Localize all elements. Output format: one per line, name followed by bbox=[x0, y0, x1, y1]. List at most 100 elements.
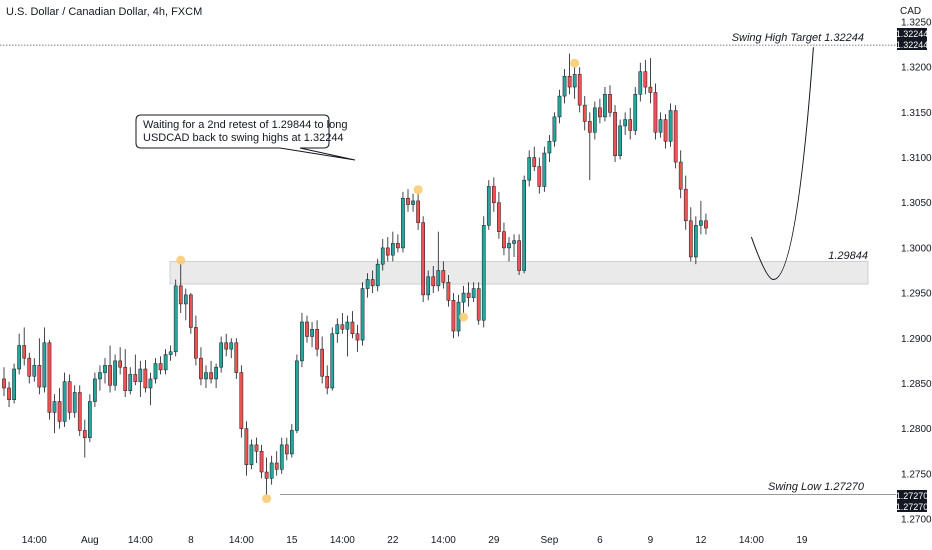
x-axis: 14:00 Aug 14:00 8 14:00 15 14:00 22 14:00 29 Sep 6 9… bbox=[22, 535, 808, 546]
candle-body bbox=[315, 328, 319, 350]
candle-body bbox=[421, 222, 425, 296]
candle-body bbox=[658, 119, 663, 133]
candle-body bbox=[406, 197, 410, 205]
candle-body bbox=[562, 75, 567, 97]
swing-marker bbox=[176, 255, 186, 265]
candle-body bbox=[133, 374, 138, 382]
candle-body bbox=[699, 220, 703, 226]
markers-group bbox=[176, 58, 580, 504]
candle-body bbox=[269, 462, 274, 479]
price-tag-high-1-bg bbox=[897, 28, 927, 39]
zone-label: 1.29844 bbox=[828, 250, 868, 262]
x-tick-label: 14:00 bbox=[22, 535, 47, 546]
x-tick-label: 22 bbox=[387, 535, 399, 546]
candle-body bbox=[623, 119, 627, 127]
candle-body bbox=[426, 276, 431, 296]
x-tick-label: 15 bbox=[286, 535, 298, 546]
candle-body bbox=[108, 365, 112, 386]
candle-body bbox=[613, 112, 617, 156]
candle-body bbox=[476, 288, 481, 321]
x-tick-label: 14:00 bbox=[330, 535, 355, 546]
y-tick-label: 1.32500 bbox=[901, 18, 932, 29]
candle-body bbox=[350, 321, 355, 335]
candle-body bbox=[391, 243, 395, 256]
x-tick-label: 6 bbox=[597, 535, 603, 546]
candle-body bbox=[234, 342, 239, 373]
candle-body bbox=[189, 294, 193, 328]
candle-body bbox=[593, 107, 597, 133]
swing-marker bbox=[262, 494, 272, 504]
candle-body bbox=[411, 200, 415, 205]
candle-body bbox=[608, 94, 612, 113]
candle-body bbox=[340, 324, 345, 330]
candle-body bbox=[375, 263, 380, 287]
candle-body bbox=[123, 366, 128, 391]
chart-title: U.S. Dollar / Canadian Dollar, 4h, FXCM bbox=[6, 6, 202, 18]
price-tag-high-2: 1.32244 bbox=[896, 40, 929, 50]
swing-high-label: Swing High Target 1.32244 bbox=[732, 32, 864, 44]
price-tag-high-2-bg bbox=[897, 39, 927, 50]
candle-body bbox=[628, 119, 633, 131]
candle-body bbox=[98, 372, 102, 380]
candle-body bbox=[517, 240, 521, 271]
swing-low-label: Swing Low 1.27270 bbox=[768, 481, 865, 493]
y-tick-label: 1.30000 bbox=[901, 243, 932, 254]
candle-body bbox=[128, 374, 133, 391]
price-tag-low-1: 1.27270 bbox=[896, 491, 929, 501]
candle-body bbox=[279, 444, 284, 470]
candle-body bbox=[451, 300, 456, 332]
candle-body bbox=[355, 333, 360, 341]
callout-line-1: Waiting for a 2nd retest of 1.29844 to l… bbox=[143, 119, 347, 131]
candle-body bbox=[305, 321, 309, 337]
candle-body bbox=[537, 166, 542, 187]
candle-body bbox=[57, 401, 62, 422]
price-tag-low-1-bg bbox=[897, 490, 927, 501]
candle-body bbox=[2, 378, 6, 389]
candle-body bbox=[229, 342, 234, 350]
candle-body bbox=[82, 430, 87, 438]
candle-body bbox=[118, 360, 123, 368]
candle-body bbox=[214, 366, 218, 380]
candle-body bbox=[542, 152, 547, 187]
candles-group bbox=[2, 53, 708, 495]
candle-body bbox=[163, 354, 168, 371]
candle-body bbox=[42, 342, 47, 388]
currency-label: CAD bbox=[900, 6, 921, 17]
y-tick-label: 1.29500 bbox=[901, 289, 932, 300]
callout-bubble bbox=[135, 114, 356, 161]
candle-body bbox=[264, 471, 269, 479]
candle-body bbox=[310, 328, 314, 337]
x-tick-label: 12 bbox=[695, 535, 707, 546]
x-tick-label: 9 bbox=[648, 535, 654, 546]
y-axis: 1.32500 1.32000 1.31500 1.31000 1.30500 1.300… bbox=[901, 18, 932, 526]
candle-body bbox=[72, 392, 77, 413]
candle-body bbox=[360, 288, 365, 341]
candle-body bbox=[204, 372, 208, 380]
candle-body bbox=[683, 188, 688, 222]
candle-body bbox=[431, 276, 436, 287]
candle-body bbox=[638, 71, 643, 95]
candle-body bbox=[385, 247, 390, 256]
candle-body bbox=[582, 104, 587, 122]
candle-body bbox=[557, 95, 562, 118]
candle-body bbox=[320, 348, 324, 377]
candle-body bbox=[194, 327, 198, 359]
y-tick-label: 1.30500 bbox=[901, 198, 932, 209]
candle-body bbox=[522, 179, 526, 271]
price-tag-low-2: 1.27270 bbox=[896, 502, 929, 512]
candle-body bbox=[603, 94, 607, 118]
candle-body bbox=[633, 94, 638, 131]
candle-body bbox=[254, 444, 259, 452]
candle-body bbox=[178, 285, 183, 305]
candle-body bbox=[93, 378, 97, 402]
candle-body bbox=[653, 92, 658, 133]
y-tick-label: 1.32000 bbox=[901, 63, 932, 74]
candle-body bbox=[325, 375, 330, 389]
candle-body bbox=[22, 345, 27, 359]
candle-body bbox=[224, 342, 229, 350]
candle-body bbox=[688, 220, 693, 258]
candle-body bbox=[552, 116, 557, 142]
candle-body bbox=[441, 270, 446, 283]
callout-line-2: USDCAD back to swing highs at 1.32244 bbox=[143, 132, 344, 144]
candle-body bbox=[370, 279, 375, 287]
